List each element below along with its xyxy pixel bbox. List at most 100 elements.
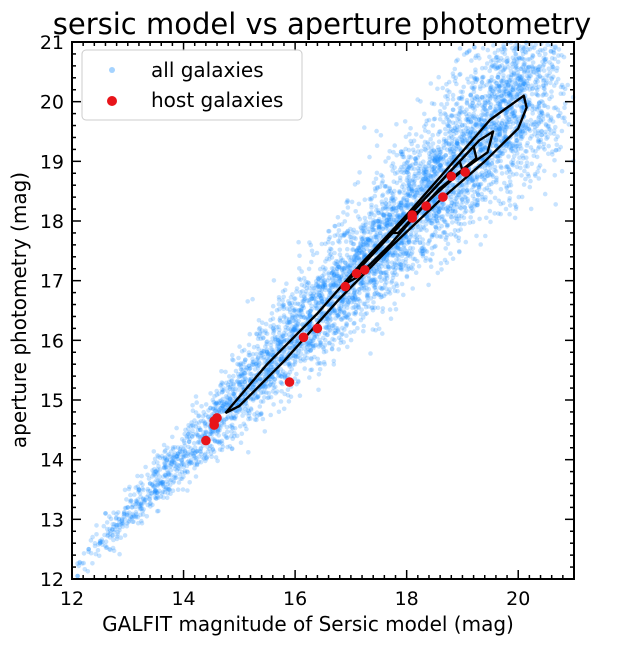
all-galaxies-point xyxy=(287,362,292,368)
all-galaxies-point xyxy=(276,302,282,307)
all-galaxies-point xyxy=(375,262,380,268)
all-galaxies-point xyxy=(449,127,454,132)
all-galaxies-point xyxy=(481,112,486,117)
all-galaxies-point xyxy=(517,129,523,134)
all-galaxies-point xyxy=(437,234,443,239)
all-galaxies-point xyxy=(248,376,254,382)
all-galaxies-point xyxy=(443,141,449,146)
all-galaxies-point xyxy=(163,473,168,479)
all-galaxies-point xyxy=(507,93,513,98)
all-galaxies-point xyxy=(421,159,426,164)
all-galaxies-point xyxy=(375,218,381,224)
all-galaxies-point xyxy=(227,386,233,392)
all-galaxies-point xyxy=(307,313,313,319)
all-galaxies-point xyxy=(369,237,375,243)
all-galaxies-point xyxy=(358,317,364,323)
all-galaxies-point xyxy=(378,230,383,236)
all-galaxies-point xyxy=(302,346,308,351)
all-galaxies-point xyxy=(405,250,410,256)
all-galaxies-point xyxy=(408,163,413,168)
all-galaxies-point xyxy=(228,382,234,388)
all-galaxies-point xyxy=(486,182,492,188)
all-galaxies-point xyxy=(483,94,488,99)
all-galaxies-point xyxy=(457,249,462,254)
all-galaxies-point xyxy=(317,275,323,281)
all-galaxies-point xyxy=(270,325,276,331)
all-galaxies-point xyxy=(403,146,409,152)
all-galaxies-point xyxy=(207,405,213,411)
all-galaxies-point xyxy=(447,119,452,125)
all-galaxies-point xyxy=(399,184,405,189)
all-galaxies-point xyxy=(213,408,218,413)
all-galaxies-point xyxy=(421,245,426,251)
all-galaxies-point xyxy=(530,65,535,70)
all-galaxies-point xyxy=(373,227,378,233)
all-galaxies-point xyxy=(547,96,552,102)
all-galaxies-point xyxy=(254,357,260,362)
all-galaxies-point xyxy=(519,194,525,200)
all-galaxies-point xyxy=(501,73,506,78)
all-galaxies-point xyxy=(318,278,324,283)
all-galaxies-point xyxy=(447,124,452,129)
all-galaxies-point xyxy=(542,57,548,62)
all-galaxies-point xyxy=(455,57,460,63)
all-galaxies-point xyxy=(361,301,367,307)
all-galaxies-point xyxy=(414,237,420,243)
all-galaxies-point xyxy=(522,131,528,136)
all-galaxies-point xyxy=(475,200,480,205)
all-galaxies-point xyxy=(164,479,169,485)
all-galaxies-point xyxy=(367,154,372,160)
all-galaxies-point xyxy=(381,212,387,217)
all-galaxies-point xyxy=(534,71,539,76)
all-galaxies-point xyxy=(145,488,151,494)
all-galaxies-point xyxy=(370,305,375,310)
all-galaxies-point xyxy=(229,414,234,420)
all-galaxies-point xyxy=(492,195,498,201)
all-galaxies-point xyxy=(544,80,549,86)
all-galaxies-point xyxy=(321,359,327,365)
all-galaxies-point xyxy=(452,154,457,159)
all-galaxies-point xyxy=(287,369,293,375)
all-galaxies-point xyxy=(518,88,523,93)
all-galaxies-point xyxy=(482,104,488,109)
all-galaxies-point xyxy=(280,333,286,339)
all-galaxies-point xyxy=(140,482,145,487)
all-galaxies-point xyxy=(470,100,475,106)
all-galaxies-point xyxy=(331,362,337,367)
all-galaxies-point xyxy=(152,480,157,485)
all-galaxies-point xyxy=(539,99,544,104)
all-galaxies-point xyxy=(390,220,396,225)
all-galaxies-point xyxy=(332,285,338,290)
all-galaxies-point xyxy=(416,171,421,176)
all-galaxies-point xyxy=(464,107,469,112)
all-galaxies-point xyxy=(321,272,327,277)
all-galaxies-point xyxy=(518,131,524,137)
all-galaxies-point xyxy=(383,159,388,164)
all-galaxies-point xyxy=(407,193,412,198)
all-galaxies-point xyxy=(474,198,480,203)
all-galaxies-point xyxy=(457,145,462,150)
all-galaxies-point xyxy=(171,475,177,480)
all-galaxies-point xyxy=(551,47,557,53)
all-galaxies-point xyxy=(327,315,333,320)
all-galaxies-point xyxy=(508,72,514,78)
all-galaxies-point xyxy=(317,293,323,299)
all-galaxies-point xyxy=(359,228,365,234)
all-galaxies-point xyxy=(427,237,433,243)
all-galaxies-point xyxy=(168,461,174,466)
all-galaxies-point xyxy=(426,141,431,147)
all-galaxies-point xyxy=(268,376,273,382)
all-galaxies-point xyxy=(219,420,225,426)
all-galaxies-point xyxy=(538,47,543,53)
all-galaxies-point xyxy=(304,327,310,333)
all-galaxies-point xyxy=(395,216,401,221)
all-galaxies-point xyxy=(544,73,549,78)
all-galaxies-point xyxy=(521,85,526,91)
all-galaxies-point xyxy=(312,333,317,339)
all-galaxies-point xyxy=(273,384,278,390)
all-galaxies-point xyxy=(364,282,369,288)
all-galaxies-point xyxy=(126,486,132,492)
all-galaxies-point xyxy=(445,140,451,146)
all-galaxies-point xyxy=(395,288,400,294)
all-galaxies-point xyxy=(343,295,348,300)
